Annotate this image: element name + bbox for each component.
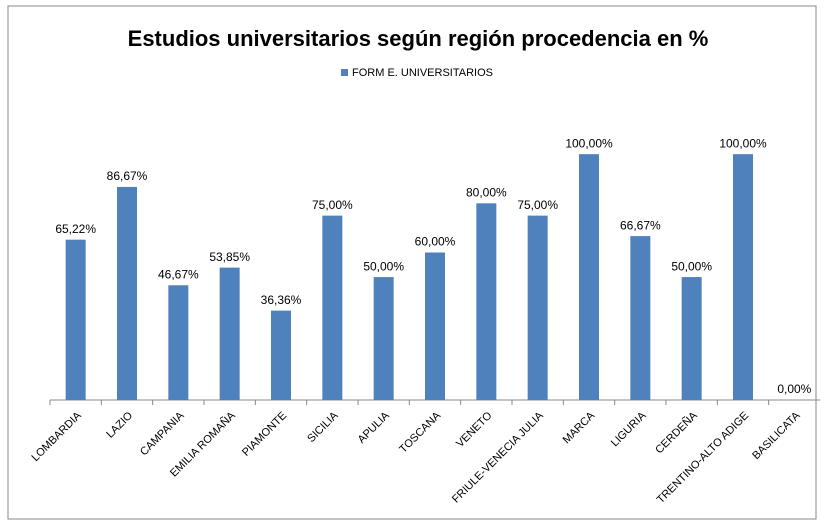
legend-label: FORM E. UNIVERSITARIOS	[352, 67, 493, 79]
bar	[271, 310, 291, 400]
bar	[65, 239, 86, 400]
data-label: 100,00%	[719, 136, 767, 150]
bar	[373, 277, 394, 400]
data-label: 53,85%	[209, 250, 250, 264]
bar	[630, 236, 651, 400]
bar	[733, 154, 753, 400]
chart-title: Estudios universitarios según región pro…	[128, 26, 709, 51]
data-label: 50,00%	[671, 259, 712, 273]
bar	[476, 203, 497, 400]
legend-swatch	[341, 69, 348, 76]
chart-border	[7, 5, 817, 520]
bar	[322, 215, 343, 400]
bar	[425, 252, 445, 400]
bar	[579, 154, 599, 400]
data-label: 60,00%	[415, 235, 456, 249]
data-label: 50,00%	[363, 259, 404, 273]
bar	[681, 277, 702, 400]
bar	[117, 186, 137, 400]
data-label: 66,67%	[620, 218, 661, 232]
bar	[168, 285, 189, 400]
data-label: 100,00%	[565, 136, 613, 150]
data-label: 46,67%	[158, 267, 199, 281]
data-label: 0,00%	[777, 382, 811, 396]
data-label: 36,36%	[261, 293, 302, 307]
data-label: 75,00%	[312, 198, 353, 212]
bar	[219, 267, 240, 400]
data-label: 80,00%	[466, 186, 507, 200]
data-label: 65,22%	[55, 222, 96, 236]
bar	[527, 215, 548, 400]
data-label: 86,67%	[107, 169, 148, 183]
data-label: 75,00%	[517, 198, 558, 212]
